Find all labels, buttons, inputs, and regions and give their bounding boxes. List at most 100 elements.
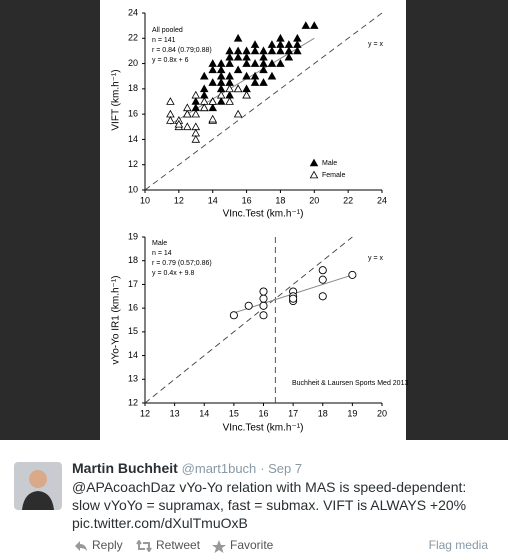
data-point <box>250 78 260 86</box>
data-point <box>233 52 243 61</box>
x-tick-label: 14 <box>208 195 218 205</box>
reply-button[interactable]: Reply <box>92 538 123 552</box>
data-point <box>225 97 234 105</box>
data-point <box>233 65 243 74</box>
data-point <box>216 78 226 86</box>
data-point <box>216 90 226 99</box>
y-tick-label: 14 <box>128 350 138 360</box>
data-point <box>242 59 251 67</box>
legend-marker <box>309 158 319 167</box>
annotation: All pooled <box>152 27 183 34</box>
identity-label: y = x <box>368 41 383 48</box>
x-tick-label: 16 <box>242 195 252 205</box>
data-point <box>225 84 234 93</box>
x-tick-label: 24 <box>377 195 387 205</box>
data-point <box>233 84 243 93</box>
y-tick-label: 16 <box>128 303 138 313</box>
data-point <box>267 46 277 55</box>
handle[interactable]: @mart1buch <box>181 461 257 476</box>
avatar-image <box>14 462 62 510</box>
data-point <box>310 21 319 29</box>
data-point <box>276 33 285 42</box>
reply-icon[interactable] <box>74 540 88 552</box>
tweet-text: slow vYoYo = supramax, fast = submax. VI… <box>72 497 467 513</box>
data-point <box>216 97 226 105</box>
annotation: r = 0.84 (0.79;0.88) <box>152 47 212 54</box>
data-point <box>225 52 234 61</box>
x-tick-label: 17 <box>288 408 298 418</box>
data-point <box>259 59 268 67</box>
legend-label: Male <box>322 160 337 167</box>
legend-label: Female <box>322 172 345 179</box>
data-point <box>267 71 277 80</box>
annotation: n = 14 <box>152 250 172 257</box>
data-point <box>208 103 217 112</box>
x-tick-label: 10 <box>140 195 150 205</box>
data-point <box>191 135 201 143</box>
data-point <box>259 52 268 61</box>
tweet-link[interactable]: pic.twitter.com/dXulTmuOxB <box>72 515 248 531</box>
x-tick-label: 22 <box>343 195 353 205</box>
data-point <box>348 270 357 279</box>
data-point <box>199 84 209 93</box>
data-point <box>183 109 192 118</box>
data-point <box>233 109 243 118</box>
y-tick-label: 10 <box>128 184 138 194</box>
author-name[interactable]: Martin Buchheit <box>72 460 178 476</box>
favorite-icon[interactable] <box>212 540 226 553</box>
timestamp[interactable]: · Sep 7 <box>260 461 303 476</box>
data-point <box>225 59 234 67</box>
data-point <box>208 59 217 67</box>
x-axis-label: VInc.Test (km.h⁻¹) <box>223 423 304 434</box>
y-tick-label: 16 <box>128 109 138 119</box>
data-point <box>199 103 209 112</box>
y-axis-label: VIFT (km.h⁻¹) <box>111 69 122 130</box>
data-point <box>276 40 285 48</box>
retweet-icon[interactable] <box>136 540 152 552</box>
y-tick-label: 22 <box>128 33 138 43</box>
data-point <box>191 109 201 118</box>
avatar[interactable] <box>14 462 62 510</box>
annotation: y = 0.8x + 6 <box>152 57 189 64</box>
data-point <box>259 301 268 310</box>
data-point <box>191 97 201 105</box>
flag-media[interactable]: Flag media <box>428 538 488 552</box>
identity-label: y = x <box>368 255 383 262</box>
x-tick-label: 15 <box>229 408 239 418</box>
data-point <box>242 52 251 61</box>
retweet-button[interactable]: Retweet <box>156 538 201 552</box>
source: Buchheit & Laursen Sports Med 2013 <box>292 380 408 387</box>
data-point <box>267 40 277 48</box>
data-point <box>259 294 268 303</box>
data-point <box>259 78 268 86</box>
data-point <box>216 65 226 74</box>
data-point <box>289 294 298 303</box>
data-point <box>293 46 302 55</box>
data-point <box>225 46 234 55</box>
y-tick-label: 19 <box>128 231 138 241</box>
media-viewer: 10 12 14 16 18 20 22 24 10 12 14 16 18 20 22 24 y = x Mal… <box>0 0 508 440</box>
data-point <box>318 292 327 301</box>
data-point <box>284 52 294 61</box>
annotation: Male <box>152 240 167 247</box>
x-axis-label: VInc.Test (km.h⁻¹) <box>223 209 304 220</box>
favorite-button[interactable]: Favorite <box>230 538 274 552</box>
y-tick-label: 17 <box>128 279 138 289</box>
x-tick-label: 13 <box>170 408 180 418</box>
tweet-text: @APAcoachDaz vYo-Yo relation with MAS is… <box>72 479 467 495</box>
x-tick-label: 20 <box>309 195 319 205</box>
data-point <box>250 46 260 55</box>
data-point <box>166 97 175 105</box>
author[interactable]: Martin Buchheit @mart1buch · Sep 7 <box>72 460 302 476</box>
data-point <box>318 275 327 284</box>
data-point <box>233 46 243 55</box>
x-tick-label: 18 <box>275 195 285 205</box>
y-tick-label: 24 <box>128 7 138 17</box>
data-point <box>191 90 201 99</box>
data-point <box>225 71 234 80</box>
identity-line <box>144 236 353 404</box>
data-point <box>318 266 327 275</box>
data-point <box>208 78 217 86</box>
chart-image: 10 12 14 16 18 20 22 24 10 12 14 16 18 20 22 24 y = x Mal… <box>100 0 408 440</box>
